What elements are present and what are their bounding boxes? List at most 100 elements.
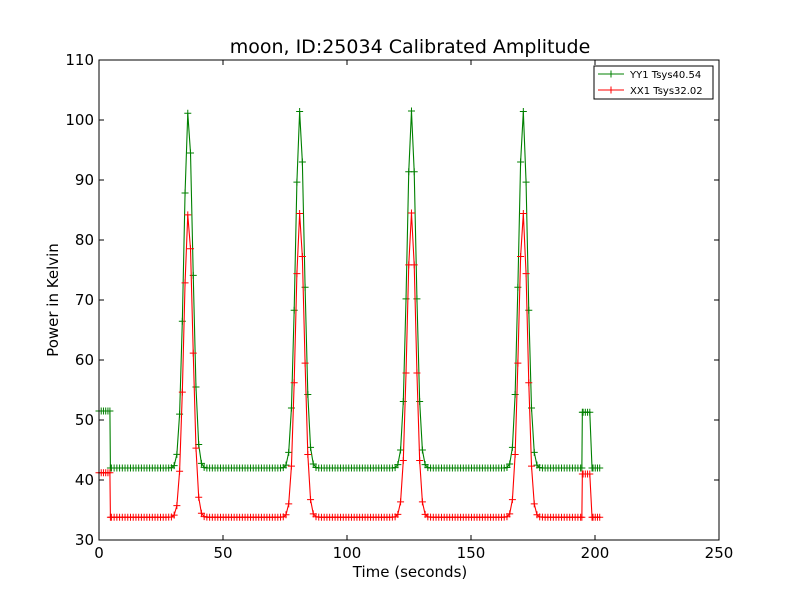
- data-point: [517, 253, 525, 261]
- data-point: [170, 511, 178, 519]
- data-point: [307, 443, 315, 451]
- data-point: [410, 168, 418, 176]
- data-point: [578, 513, 586, 521]
- data-point: [192, 383, 200, 391]
- data-point: [290, 306, 298, 314]
- data-point: [530, 500, 538, 508]
- y-tick-label: 30: [75, 531, 94, 549]
- data-point: [596, 513, 604, 521]
- data-point: [304, 390, 312, 398]
- data-point: [418, 498, 426, 506]
- data-point: [508, 443, 516, 451]
- data-point: [522, 270, 530, 278]
- data-point: [181, 279, 189, 287]
- y-tick-label: 100: [65, 111, 94, 129]
- x-tick-label: 200: [581, 544, 610, 562]
- x-tick-label: 0: [94, 544, 104, 562]
- y-tick-label: 40: [75, 471, 94, 489]
- series-markers: [95, 107, 604, 472]
- data-point: [178, 388, 186, 396]
- data-point: [410, 261, 418, 269]
- data-point: [282, 511, 290, 519]
- data-point: [287, 462, 295, 470]
- data-point: [176, 467, 184, 475]
- data-point: [418, 446, 426, 454]
- chart-title: moon, ID:25034 Calibrated Amplitude: [230, 36, 591, 58]
- y-tick-label: 110: [65, 51, 94, 69]
- data-point: [181, 189, 189, 197]
- data-point: [397, 446, 405, 454]
- data-point: [290, 379, 298, 387]
- data-point: [170, 462, 178, 470]
- data-point: [296, 209, 304, 217]
- legend-swatch-marker: [607, 86, 615, 94]
- data-point: [402, 369, 410, 377]
- data-point: [528, 462, 536, 470]
- data-point: [399, 457, 407, 465]
- data-point: [285, 500, 293, 508]
- data-point: [525, 306, 533, 314]
- data-point: [173, 450, 181, 458]
- legend-label: XX1 Tsys32.02: [630, 86, 703, 97]
- data-point: [298, 158, 306, 166]
- x-tick-label: 100: [333, 544, 362, 562]
- data-point: [285, 448, 293, 456]
- x-tick-label: 50: [213, 544, 232, 562]
- data-point: [416, 457, 424, 465]
- data-point: [407, 107, 415, 115]
- data-point: [586, 408, 594, 416]
- legend-swatch-marker: [607, 70, 615, 78]
- data-point: [197, 459, 205, 467]
- data-point: [525, 379, 533, 387]
- x-tick-label: 150: [457, 544, 486, 562]
- plot-area: [95, 107, 604, 521]
- data-point: [586, 470, 594, 478]
- data-point: [195, 493, 203, 501]
- data-point: [506, 510, 514, 518]
- data-point: [307, 496, 315, 504]
- data-point: [394, 461, 402, 469]
- data-point: [506, 460, 514, 468]
- axis-ticks: 0 50 100 150 200 250 30 40 50 60 70 80 90 100 110: [65, 51, 733, 562]
- data-point: [293, 178, 301, 186]
- legend-box: [593, 65, 714, 100]
- data-point: [519, 108, 527, 116]
- y-tick-label: 90: [75, 171, 94, 189]
- data-point: [394, 510, 402, 518]
- data-point: [187, 245, 195, 253]
- data-point: [282, 461, 290, 469]
- data-point: [397, 498, 405, 506]
- data-point: [298, 253, 306, 261]
- data-point: [522, 178, 530, 186]
- data-point: [514, 359, 522, 367]
- data-point: [517, 158, 525, 166]
- data-point: [301, 359, 309, 367]
- data-point: [187, 149, 195, 157]
- x-axis-label: Time (seconds): [352, 563, 468, 581]
- y-tick-label: 80: [75, 231, 94, 249]
- data-point: [304, 451, 312, 459]
- data-point: [189, 349, 197, 357]
- series-line: [99, 212, 600, 518]
- y-tick-label: 50: [75, 411, 94, 429]
- y-tick-label: 70: [75, 291, 94, 309]
- data-point: [508, 496, 516, 504]
- y-tick-label: 60: [75, 351, 94, 369]
- data-point: [596, 464, 604, 472]
- data-point: [184, 211, 192, 219]
- legend: YY1 Tsys40.54 XX1 Tsys32.02: [593, 65, 714, 100]
- legend-label: YY1 Tsys40.54: [629, 70, 701, 81]
- series-markers: [95, 209, 604, 521]
- data-point: [106, 469, 114, 477]
- data-point: [178, 317, 186, 325]
- series-line: [99, 110, 600, 469]
- data-point: [106, 407, 114, 415]
- data-point: [293, 270, 301, 278]
- data-point: [578, 464, 586, 472]
- data-point: [511, 451, 519, 459]
- data-point: [407, 209, 415, 217]
- data-point: [184, 109, 192, 117]
- data-point: [530, 448, 538, 456]
- data-point: [173, 502, 181, 510]
